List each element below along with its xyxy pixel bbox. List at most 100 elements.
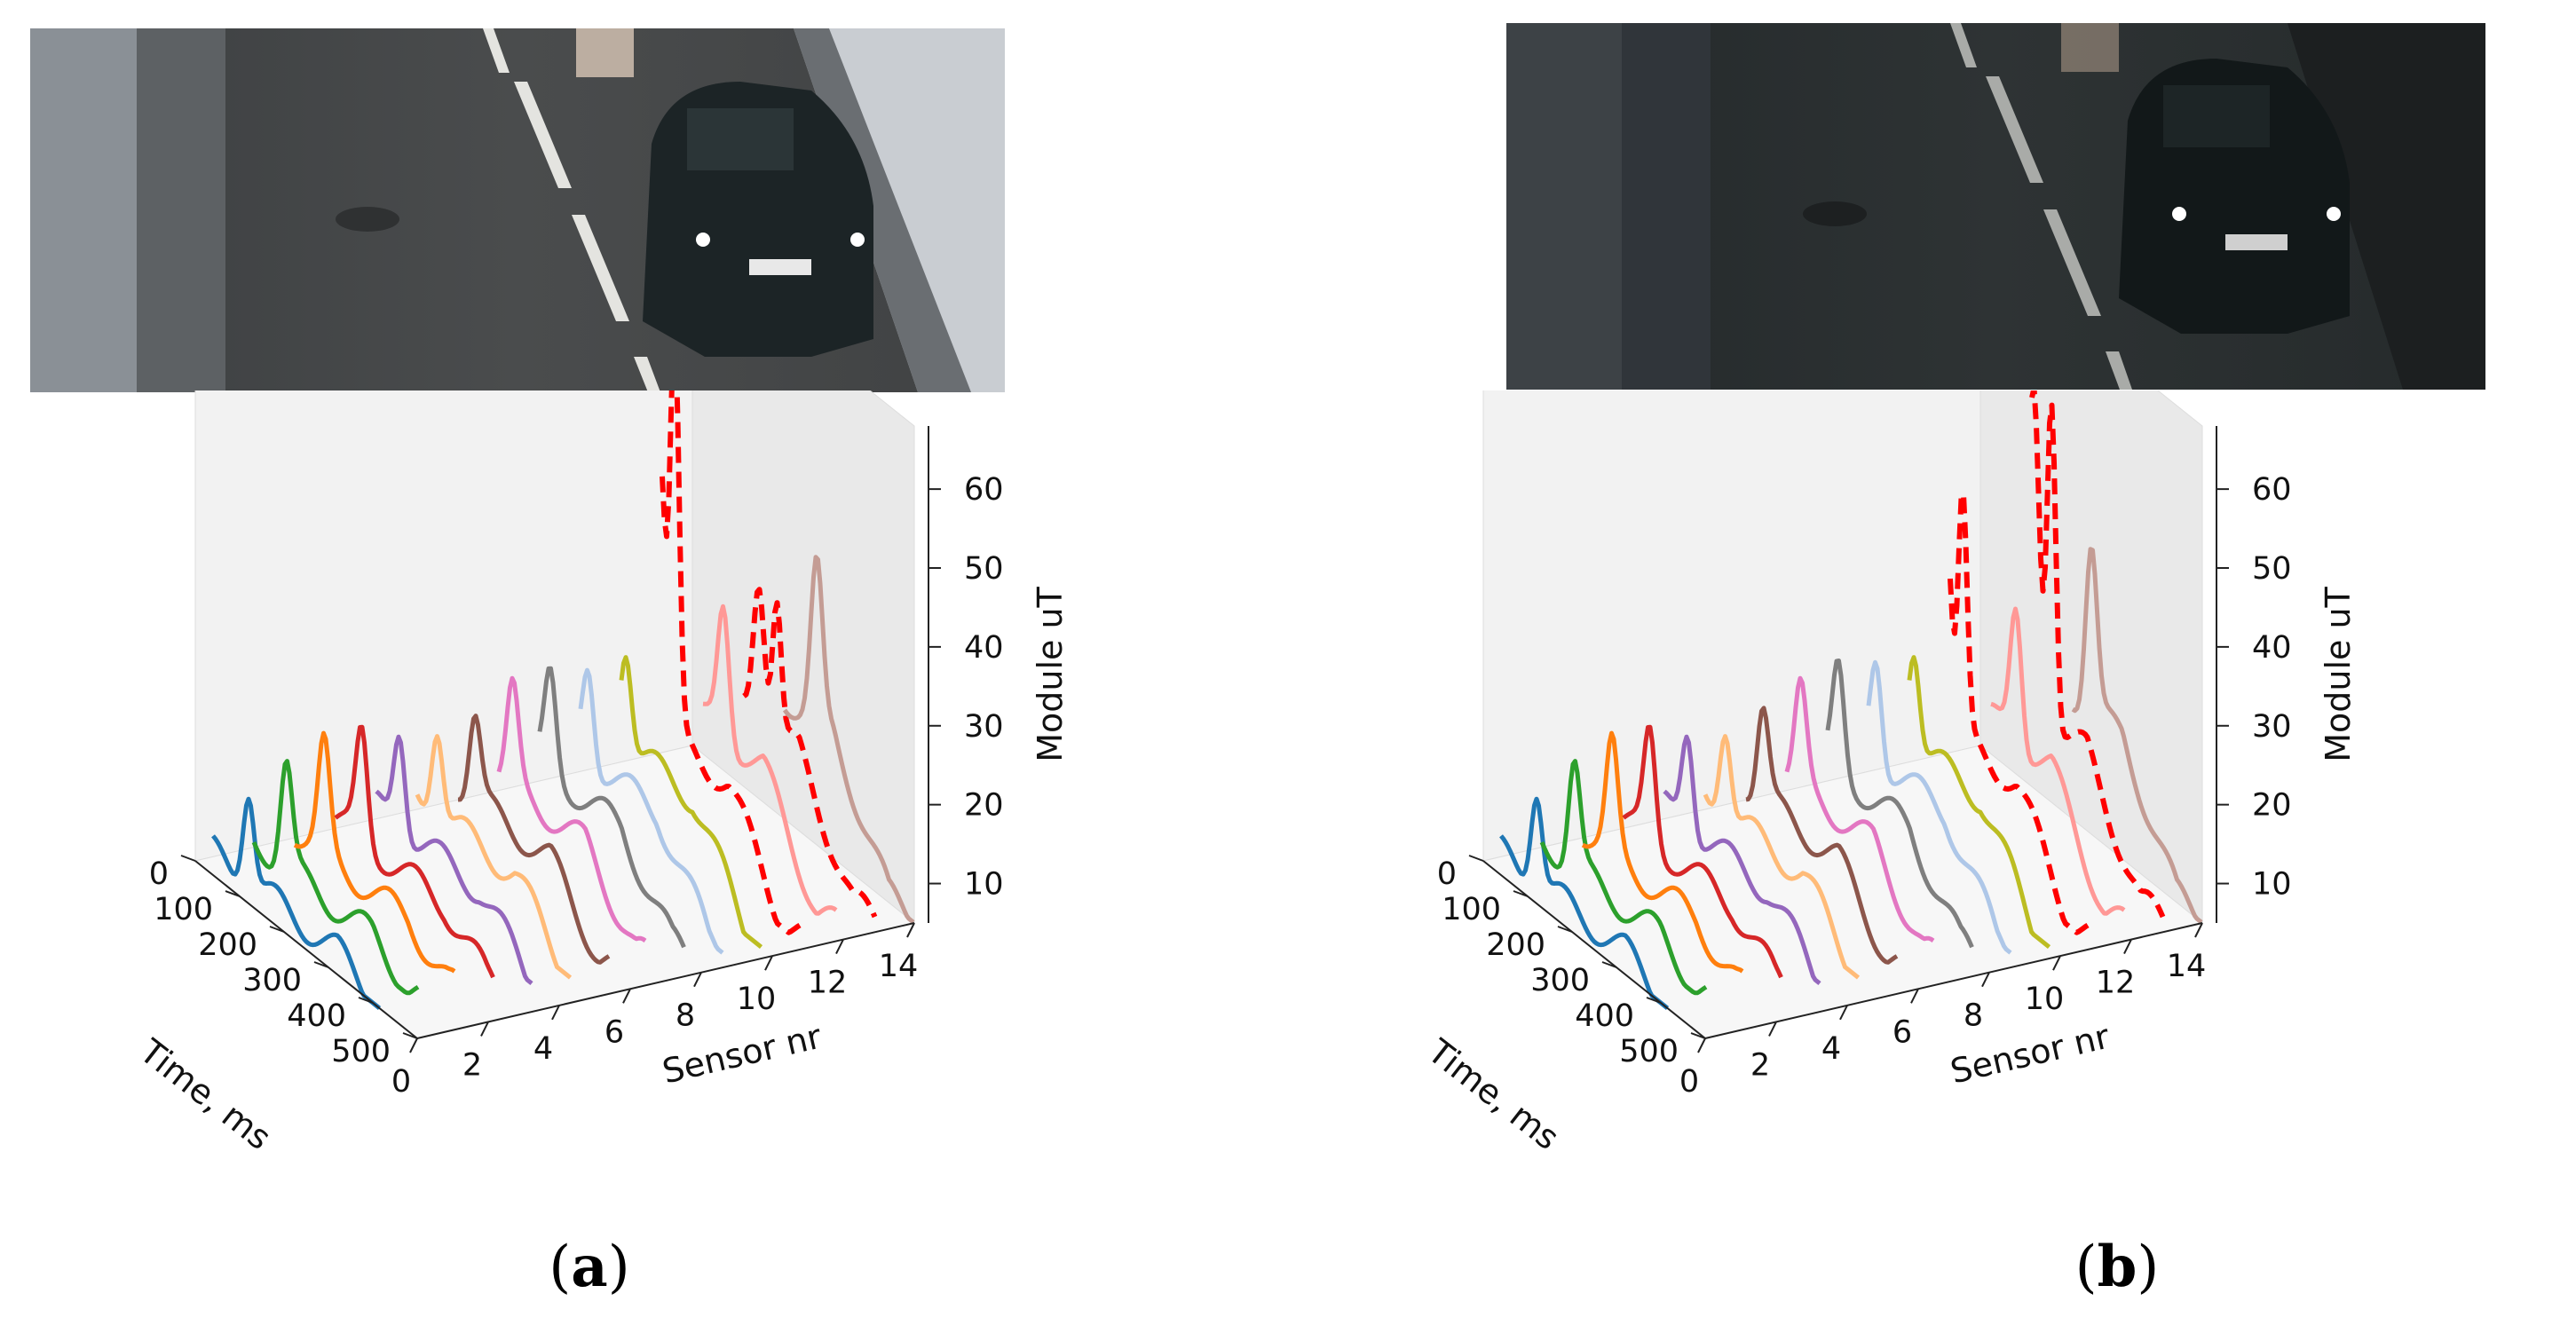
sensor-tick-label: 2: [1750, 1047, 1770, 1083]
road-photo-image: [30, 28, 1005, 392]
sensor-tick-mark: [2123, 939, 2132, 955]
sensor-tick-mark: [409, 1037, 418, 1053]
sensor-tick-label: 2: [462, 1047, 482, 1083]
time-tick-mark: [269, 926, 285, 933]
time-tick-mark: [402, 1032, 418, 1039]
sensor-tick-mark: [835, 939, 844, 955]
series-line-sensor-2: [293, 730, 456, 974]
time-tick-mark: [313, 961, 329, 968]
series-line-sensor-0: [211, 796, 382, 1010]
figure-panel-b: 0 100 200 300 400 500 Time, ms 0 2 4 6 8 10 12 14 Senso…: [1288, 0, 2576, 1341]
sensor-tick-mark: [1697, 1037, 1706, 1053]
z-tick-label: 60: [964, 472, 1004, 508]
series-line-sensor-5: [415, 734, 573, 980]
z-tick-label: 10: [2252, 867, 2292, 903]
series-line-sensor-12: [1990, 606, 2126, 916]
series-line-sensor-6: [1745, 706, 1899, 965]
z-tick-label: 50: [2252, 551, 2292, 587]
road-photo-image: [1506, 23, 2485, 390]
series-line-sensor-1: [251, 759, 420, 996]
series-line-sensor-2: [1581, 730, 1744, 974]
series-line-sensor-13: [2029, 390, 2166, 919]
time-tick-mark: [358, 997, 374, 1004]
series-line-sensor-10: [619, 655, 763, 950]
series-line-sensor-14: [782, 555, 915, 925]
sensor-tick-label: 6: [1892, 1014, 1912, 1050]
time-tick-label: 0: [149, 856, 169, 892]
time-tick-mark: [180, 855, 196, 862]
road-photo: [30, 28, 1005, 392]
time-tick-label: 200: [198, 927, 257, 963]
sensor-tick-mark: [622, 988, 631, 1004]
series-line-sensor-9: [1866, 659, 2012, 955]
series-line-sensor-12: [702, 603, 838, 916]
series-line-sensor-10: [1907, 655, 2051, 950]
time-tick-label: 500: [331, 1034, 391, 1069]
sensor-tick-mark: [1768, 1021, 1777, 1037]
sensor-tick-label: 14: [879, 949, 919, 984]
sensor-tick-label: 6: [604, 1014, 624, 1050]
sensor-tick-label: 0: [391, 1064, 411, 1100]
time-tick-label: 200: [1486, 927, 1545, 963]
time-tick-mark: [1513, 890, 1529, 897]
series-line-sensor-5: [1703, 734, 1861, 980]
sensor-tick-mark: [551, 1005, 560, 1021]
series-line-sensor-7: [1784, 675, 1935, 943]
time-tick-label: 0: [1437, 856, 1457, 892]
sensor-tick-label: 10: [737, 982, 777, 1017]
z-axis-label: Module uT: [2319, 586, 2358, 761]
sensor-tick-mark: [2052, 955, 2061, 971]
time-tick-label: 400: [1575, 998, 1634, 1034]
sensor-tick-label: 0: [1679, 1064, 1699, 1100]
time-tick-mark: [225, 890, 241, 897]
sensor-tick-mark: [764, 955, 773, 971]
z-tick-label: 40: [2252, 630, 2292, 666]
time-axis-line: [1482, 860, 1706, 1039]
panel-label-b: (b): [2074, 1234, 2160, 1300]
z-tick-label: 10: [964, 867, 1004, 903]
time-tick-mark: [1557, 926, 1573, 933]
series-line-sensor-4: [1663, 734, 1821, 986]
sensor-tick-label: 10: [2025, 982, 2065, 1017]
sensor-axis-line: [1704, 922, 2203, 1039]
time-tick-label: 300: [242, 963, 302, 998]
time-tick-mark: [1690, 1032, 1706, 1039]
series-line-sensor-14: [2071, 547, 2203, 925]
sensor-tick-mark: [1910, 988, 1919, 1004]
time-tick-label: 100: [1442, 892, 1501, 927]
sensor-tick-mark: [480, 1021, 489, 1037]
time-tick-mark: [1646, 997, 1662, 1004]
z-tick-label: 50: [964, 551, 1004, 587]
time-axis-line: [194, 860, 418, 1039]
series-line-sensor-13: [742, 587, 878, 919]
sensor-tick-label: 4: [533, 1031, 553, 1067]
z-tick-label: 40: [964, 630, 1004, 666]
time-axis-label: Time, ms: [132, 1031, 279, 1157]
z-tick-label: 20: [2252, 788, 2292, 824]
series-line-sensor-1: [1539, 759, 1708, 996]
sensor-tick-label: 4: [1821, 1031, 1841, 1067]
sensor-tick-label: 8: [676, 998, 695, 1034]
z-axis-label: Module uT: [1031, 586, 1070, 761]
chart-b: 0 100 200 300 400 500 Time, ms 0 2 4 6 8 10 12 14 Senso…: [1288, 390, 2576, 1189]
series-line-sensor-0: [1499, 796, 1670, 1010]
z-tick-label: 30: [964, 709, 1004, 745]
z-tick-label: 20: [964, 788, 1004, 824]
z-tick-label: 30: [2252, 709, 2292, 745]
series-line-sensor-6: [457, 714, 611, 965]
sensor-axis-line: [416, 922, 915, 1039]
road-photo: [1506, 23, 2485, 390]
sensor-tick-mark: [2194, 922, 2203, 938]
sensor-tick-mark: [906, 922, 915, 938]
time-tick-label: 400: [287, 998, 346, 1034]
sensor-tick-label: 12: [808, 966, 848, 1001]
chart-a-panes: [194, 390, 916, 1039]
time-tick-mark: [1468, 855, 1484, 862]
series-line-sensor-3: [334, 724, 495, 979]
figure-panel-a: 0 100 200 300 400 500 Time, ms 0 2 4 6 8 10 12 14 Senso…: [30, 28, 1070, 1300]
sensor-tick-mark: [693, 972, 702, 988]
series-line-sensor-3: [1622, 724, 1783, 979]
sensor-tick-label: 14: [2167, 949, 2207, 984]
